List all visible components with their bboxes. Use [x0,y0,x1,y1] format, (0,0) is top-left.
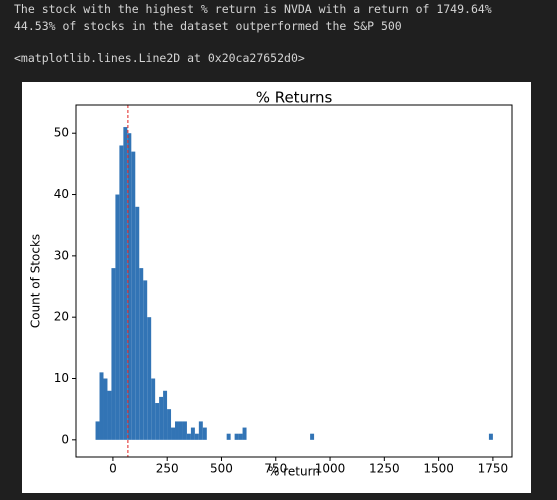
x-axis-label: % return [268,465,320,479]
bar [194,433,199,440]
bar [234,433,239,440]
bar [178,421,183,440]
bar [135,206,140,440]
bar [167,409,172,440]
bar [488,433,493,440]
chart-title: % Returns [256,89,333,107]
bar [111,268,116,440]
bar [99,372,104,440]
axes-frame [75,104,513,458]
bar [175,421,179,440]
x-tick-label: 1750 [478,462,509,476]
bar [202,427,207,440]
bar [95,421,100,440]
bar [147,317,152,440]
y-tick-label: 50 [54,126,69,140]
x-tick-label: 750 [264,462,287,476]
y-axis-label: Count of Stocks [29,234,43,328]
x-tick-label: 1250 [369,462,400,476]
bar [310,433,315,440]
bar [107,390,112,440]
bar [171,427,176,440]
y-tick-label: 20 [54,310,69,324]
y-tick-label: 0 [61,432,69,446]
x-tick-label: 500 [210,462,233,476]
bar [198,421,203,440]
x-tick-label: 0 [109,462,117,476]
x-tick-label: 250 [156,462,179,476]
output-line: 44.53% of stocks in the dataset outperfo… [14,19,402,33]
y-tick-label: 30 [54,248,69,262]
bar [151,378,156,440]
x-tick-label: 1000 [315,462,346,476]
bar [155,403,160,440]
x-tick-label: 1500 [423,462,454,476]
bar [226,433,231,440]
bar [186,433,191,440]
bar [123,127,128,440]
output-line: <matplotlib.lines.Line2D at 0x20ca27652d… [14,51,305,65]
bar [119,145,124,440]
bar [182,421,187,440]
bar [238,433,243,440]
output-line: The stock with the highest % return is N… [14,2,492,16]
y-tick-label: 10 [54,371,69,385]
bar [159,396,164,440]
bar [190,427,195,440]
bar [163,390,168,440]
bar [131,151,136,440]
bar [143,280,148,440]
bar [242,427,247,440]
y-tick-label: 40 [54,187,69,201]
bar [103,378,108,440]
bar [115,194,120,440]
bar [139,268,144,440]
bar [127,133,132,440]
